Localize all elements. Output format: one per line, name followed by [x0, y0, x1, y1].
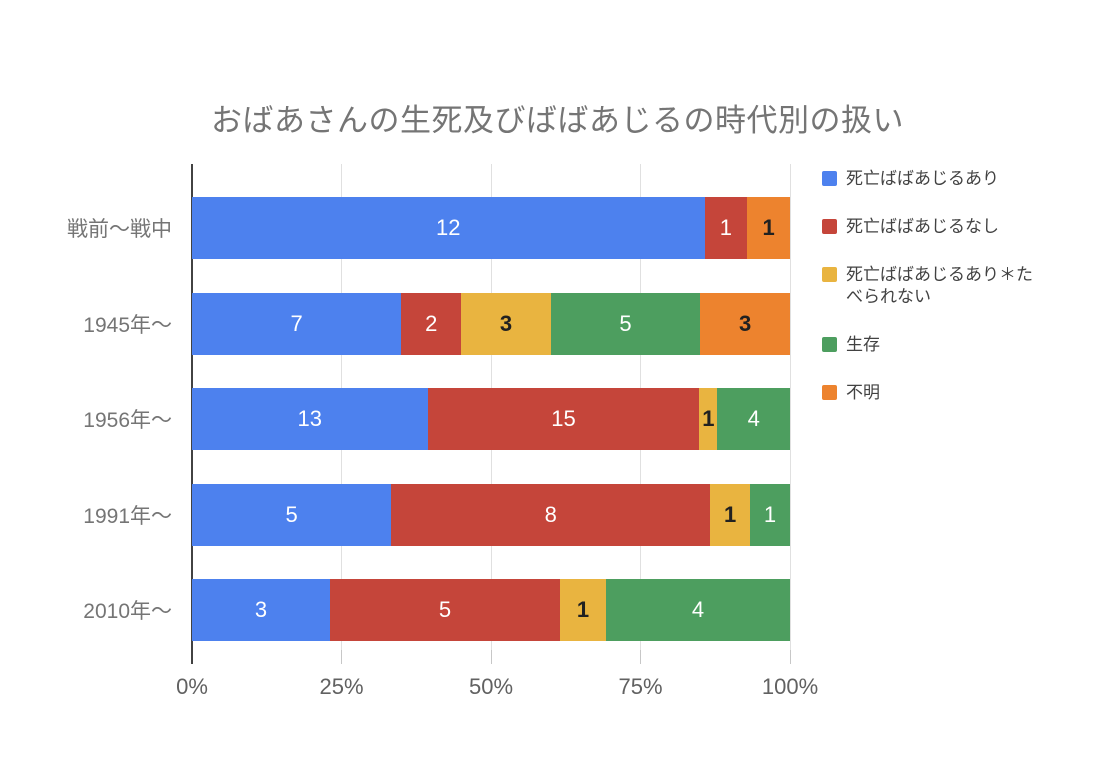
bar-row: 13 15 1 4: [192, 388, 790, 450]
bar-value-label: 1: [719, 215, 733, 240]
bar-segment[interactable]: 8: [391, 483, 711, 546]
category-label: 1945年〜: [83, 313, 172, 337]
gridline: [789, 164, 791, 650]
legend-swatch: [822, 219, 837, 234]
x-tick-label: 75%: [618, 674, 663, 699]
bar-segment[interactable]: 4: [606, 579, 790, 641]
bar-segment[interactable]: 3: [700, 292, 790, 355]
plot-area: 12 1 1 7 2 3 5 3 13 15 1 4 5 8 1 1 3 5 1 4: [191, 164, 791, 650]
bar-value-label: 5: [285, 501, 298, 527]
bar-value-label: 1: [724, 501, 737, 527]
bar-row: 7 2 3 5 3: [192, 292, 790, 355]
legend-item: 生存: [822, 334, 1037, 356]
bar-segment[interactable]: 1: [699, 388, 718, 450]
bar-segment[interactable]: 5: [550, 292, 701, 355]
legend-label: 死亡ばばあじるなし: [846, 217, 999, 236]
bar-segment[interactable]: 7: [192, 292, 402, 355]
x-axis: 0% 25% 50% 75% 100%: [176, 650, 818, 720]
bar-value-label: 15: [551, 406, 576, 431]
bar-segment[interactable]: 1: [750, 483, 790, 546]
x-tick-label: 25%: [319, 674, 364, 699]
bar-segment[interactable]: 1: [747, 197, 790, 259]
bar-value-label: 5: [438, 597, 452, 622]
bar-value-label: 5: [619, 310, 632, 336]
legend-label: 生存: [846, 335, 880, 354]
category-label: 戦前〜戦中: [67, 218, 172, 241]
legend-swatch: [822, 171, 837, 186]
bar-value-label: 3: [739, 310, 752, 336]
chart-title: おばあさんの生死及びばばあじるの時代別の扱い: [211, 103, 904, 138]
bar-segment[interactable]: 3: [461, 292, 551, 355]
bar-value-label: 3: [499, 310, 513, 336]
axis-tick: [640, 650, 641, 664]
legend: 死亡ばばあじるあり 死亡ばばあじるなし死亡ばばあじるあり＊たべられない生存不明: [822, 168, 1037, 404]
bar-value-label: 13: [297, 406, 323, 431]
legend-item: 死亡ばばあじるあり: [822, 168, 1037, 190]
bar-segment[interactable]: 5: [192, 483, 392, 546]
bar-value-label: 4: [747, 406, 760, 431]
legend-swatch: [822, 385, 837, 400]
bar-value-label: 7: [290, 310, 303, 336]
x-tick-label: 0%: [176, 674, 208, 699]
legend-label: 不明: [846, 383, 880, 402]
bar-value-label: 8: [544, 501, 557, 527]
bar-row: 3 5 1 4: [192, 579, 790, 641]
bar-value-label: 12: [436, 215, 461, 240]
bar-segment[interactable]: 1: [560, 579, 606, 641]
category-label: 2010年〜: [83, 600, 172, 623]
axis-tick: [341, 650, 342, 664]
category-label: 1956年〜: [83, 409, 172, 432]
bar-row: 12 1 1: [192, 197, 790, 259]
y-axis: 戦前〜戦中 1945年〜 1956年〜 1991年〜 2010年〜: [0, 164, 182, 650]
bar-segment[interactable]: 15: [427, 388, 700, 450]
bar-segment[interactable]: 3: [192, 579, 330, 641]
bar-segment[interactable]: 13: [192, 388, 428, 450]
x-tick-label: 100%: [761, 674, 819, 699]
legend-label: 死亡ばばあじるあり＊たべられない: [846, 265, 1033, 306]
bar-value-label: 3: [254, 597, 268, 622]
bar-segment[interactable]: 1: [704, 197, 748, 259]
bar-value-label: 4: [691, 597, 705, 622]
bar-segment[interactable]: 1: [710, 483, 751, 546]
bar-value-label: 1: [763, 501, 777, 527]
legend-swatch: [822, 337, 837, 352]
axis-tick: [490, 650, 492, 664]
bar-segment[interactable]: 12: [192, 197, 705, 259]
bar-value-label: 2: [425, 310, 438, 336]
legend-item: 不明: [822, 382, 1037, 404]
category-label: 1991年〜: [83, 504, 172, 528]
legend-item: 死亡ばばあじるなし: [822, 216, 1037, 238]
bar-value-label: 1: [576, 597, 590, 622]
legend-item: 死亡ばばあじるあり＊たべられない: [822, 264, 1037, 308]
legend-swatch: [822, 267, 837, 282]
legend-label: 死亡ばばあじるあり: [846, 169, 999, 188]
bar-segment[interactable]: 4: [717, 388, 790, 450]
axis-tick: [789, 650, 791, 664]
bar-segment[interactable]: 2: [401, 292, 462, 355]
axis-tick: [191, 650, 193, 664]
bar-value-label: 1: [702, 406, 715, 431]
x-tick-label: 50%: [468, 674, 514, 699]
bar-value-label: 1: [762, 215, 775, 240]
bar-segment[interactable]: 5: [330, 579, 560, 641]
